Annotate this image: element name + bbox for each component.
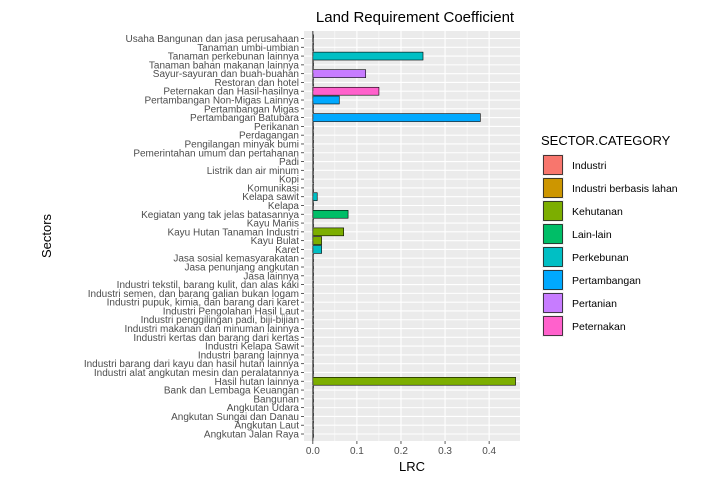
legend-label: Industri [572, 160, 606, 172]
bar [312, 377, 516, 386]
y-tick-label: Industri makanan dan minuman lainnya [124, 324, 299, 335]
x-tick-labels: 0.0 0.1 0.2 0.3 0.4 [306, 441, 497, 457]
legend-swatch [543, 155, 563, 175]
y-axis-label: Sectors [39, 213, 54, 258]
x-axis-label: LRC [399, 459, 425, 474]
bar [312, 51, 424, 61]
legend-swatch [543, 178, 563, 198]
y-tick-label: Usaha Bangunan dan jasa perusahaan [126, 34, 299, 45]
y-tick-label: Komunikasi [247, 183, 299, 194]
y-tick-label: Kopi [279, 175, 299, 186]
x-tick-label: 0.3 [438, 446, 452, 457]
y-tick-labels: Usaha Bangunan dan jasa perusahaanTanama… [84, 34, 304, 441]
legend-label: Lain-lain [572, 229, 612, 241]
y-tick-label: Peternakan dan Hasil-hasilnya [163, 87, 299, 98]
legend-label: Perkebunan [572, 252, 629, 264]
y-tick-label: Angkutan Udara [227, 403, 300, 414]
y-tick-label: Tanaman umbi-umbian [197, 43, 299, 54]
y-tick-label: Bangunan [253, 394, 299, 405]
legend-label: Industri berbasis lahan [572, 183, 678, 195]
y-tick-label: Jasa sosial kemasyarakatan [173, 254, 299, 265]
y-tick-label: Kayu Manis [247, 219, 299, 230]
y-tick-label: Pertambangan Batubara [190, 113, 299, 124]
y-tick-label: Kayu Bulat [251, 236, 300, 247]
y-tick-label: Pemerintahan umum dan pertahanan [133, 148, 299, 159]
y-tick-label: Perikanan [254, 122, 299, 133]
legend-swatch [543, 201, 563, 221]
legend-swatch [543, 316, 563, 336]
y-tick-label: Industri tekstil, barang kulit, dan alas… [117, 280, 299, 291]
x-tick-label: 0.1 [350, 446, 364, 457]
y-tick-label: Restoran dan hotel [214, 78, 299, 89]
y-tick-label: Kayu Hutan Tanaman Industri [167, 227, 299, 238]
y-tick-label: Jasa lainnya [243, 271, 299, 282]
x-tick-label: 0.0 [306, 446, 320, 457]
legend-swatch [543, 293, 563, 313]
x-tick-label: 0.2 [394, 446, 408, 457]
y-tick-label: Listrik dan air minum [207, 166, 299, 177]
x-tick-label: 0.4 [482, 446, 496, 457]
y-tick-label: Kelapa sawit [242, 192, 299, 203]
legend-swatch [543, 247, 563, 267]
y-tick-label: Industri Kelapa Sawit [205, 342, 299, 353]
y-tick-label: Industri pupuk, kimia, dan barang dari k… [107, 298, 300, 309]
y-tick-label: Kelapa [268, 201, 300, 212]
y-tick-label: Industri Pengolahan Hasil Laut [163, 306, 299, 317]
y-tick-label: Angkutan Sungai dan Danau [171, 412, 299, 423]
bar [312, 192, 318, 201]
bar [312, 227, 344, 237]
y-tick-label: Angkutan Laut [235, 421, 300, 432]
y-tick-label: Karet [275, 245, 299, 256]
y-tick-label: Tanaman perkebunan lainnya [168, 52, 300, 63]
y-tick-label: Angkutan Jalan Raya [204, 430, 300, 441]
bar [312, 113, 481, 122]
y-tick-label: Industri penggilingan padi, biji-bijian [141, 315, 299, 326]
y-tick-label: Industri barang lainnya [198, 350, 300, 361]
y-tick-label: Perdagangan [239, 131, 299, 142]
y-tick-label: Pertambangan Non-Migas Lainnya [144, 96, 299, 107]
y-tick-label: Padi [279, 157, 299, 168]
legend-label: Peternakan [572, 321, 626, 333]
y-tick-label: Pertambangan Migas [204, 104, 299, 115]
legend-label: Kehutanan [572, 206, 623, 218]
y-tick-label: Hasil hutan lainnya [215, 377, 300, 388]
y-tick-label: Industri barang dari kayu dan hasil huta… [84, 359, 300, 370]
legend-swatch [543, 224, 563, 244]
legend-swatch [543, 270, 563, 290]
bar [312, 210, 349, 219]
y-tick-label: Industri kertas dan barang dari kertas [133, 333, 299, 344]
bar [312, 69, 367, 78]
y-tick-label: Industri alat angkutan mesin dan peralat… [94, 368, 300, 379]
bar [312, 245, 322, 254]
gridlines [304, 31, 520, 441]
legend: SECTOR.CATEGORY Industri Industri berbasi… [541, 133, 678, 337]
legend-title: SECTOR.CATEGORY [541, 133, 671, 148]
y-tick-label: Sayur-sayuran dan buah-buahan [153, 69, 299, 80]
y-tick-label: Kegiatan yang tak jelas batasannya [141, 210, 299, 221]
legend-label: Pertanian [572, 298, 617, 310]
y-tick-label: Industri semen, dan barang galian bukan … [88, 289, 299, 300]
bar [312, 236, 322, 245]
legend-label: Pertambangan [572, 275, 641, 287]
bar [312, 86, 380, 96]
chart-title: Land Requirement Coefficient [316, 9, 515, 26]
bar [312, 95, 340, 105]
y-tick-label: Bank dan Lembaga Keuangan [164, 386, 299, 397]
y-tick-label: Jasa penunjang angkutan [184, 263, 299, 274]
y-tick-label: Tanaman bahan makanan lainnya [149, 60, 300, 71]
y-tick-label: Pengilangan minyak bumi [184, 139, 299, 150]
